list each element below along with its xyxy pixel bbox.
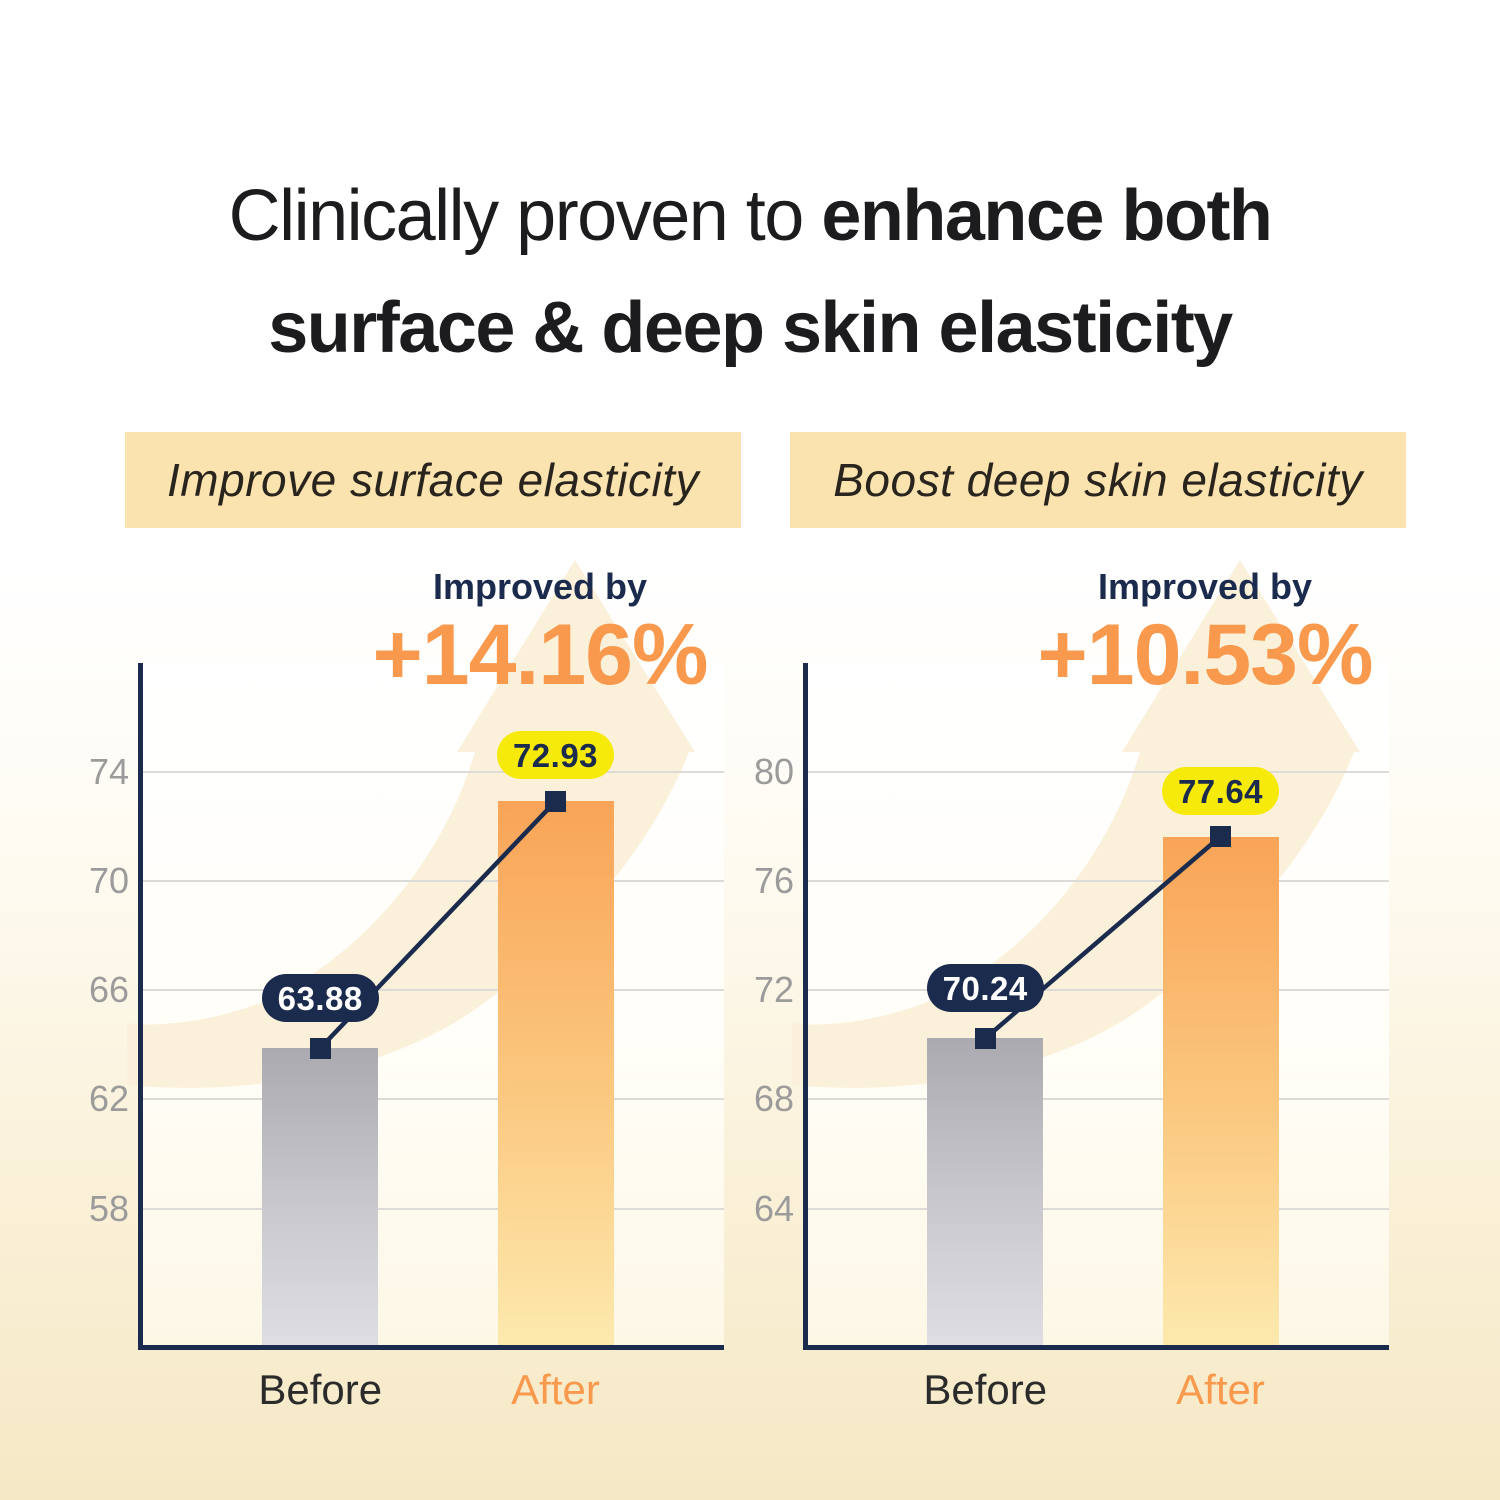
x-label-after: After <box>511 1366 600 1413</box>
chart-header-band: Boost deep skin elasticity <box>790 432 1406 528</box>
y-tick-label: 72 <box>753 969 794 1011</box>
gridline <box>808 771 1389 774</box>
value-pill-before: 63.88 <box>261 974 379 1023</box>
trend-line <box>983 834 1222 1041</box>
y-tick-label: 80 <box>753 751 794 793</box>
y-axis <box>138 663 143 1350</box>
x-axis <box>138 1345 724 1350</box>
value-pill-before: 70.24 <box>926 964 1044 1013</box>
y-tick-label: 62 <box>88 1078 129 1120</box>
improvement-callout: Improved by +10.53% <box>955 566 1455 700</box>
data-point-marker <box>974 1027 996 1049</box>
gridline <box>808 880 1389 883</box>
improvement-callout: Improved by +14.16% <box>290 566 790 700</box>
gridline <box>808 989 1389 992</box>
gridline <box>808 1207 1389 1210</box>
x-axis <box>803 1345 1389 1350</box>
y-tick-label: 76 <box>753 860 794 902</box>
improvement-label: Improved by <box>432 566 648 607</box>
chart-header-label: Improve surface elasticity <box>167 454 699 506</box>
x-label-before: Before <box>923 1366 1048 1413</box>
title-line2-text: surface & deep skin elasticity <box>268 288 1233 369</box>
gridline <box>143 880 724 883</box>
x-label-after: After <box>1176 1366 1265 1413</box>
title-regular-text: Clinically proven to <box>228 176 822 257</box>
value-pill-after: 72.93 <box>497 731 614 780</box>
gridline <box>143 771 724 774</box>
trend-line <box>318 799 558 1050</box>
bar-after <box>497 801 614 1345</box>
gridline <box>143 1207 724 1210</box>
data-point-marker <box>309 1037 331 1059</box>
chart-panel-surface-elasticity: Improve surface elasticity Improved by +… <box>85 0 745 1500</box>
y-tick-label: 58 <box>88 1187 129 1229</box>
chart-layer: 74 70 66 62 58 63.88 72.93 Before After <box>85 0 745 1500</box>
value-pill-after: 77.64 <box>1162 766 1279 815</box>
y-tick-label: 70 <box>88 860 129 902</box>
bar-before <box>927 1038 1044 1345</box>
chart-layer: 80 76 72 68 64 70.24 77.64 Before After <box>750 0 1410 1500</box>
y-tick-label: 66 <box>88 969 129 1011</box>
title-bold-text: enhance both <box>821 176 1273 257</box>
data-point-marker <box>1210 826 1231 847</box>
y-tick-label: 64 <box>753 1187 794 1229</box>
improvement-value: +14.16% <box>372 607 709 703</box>
data-point-marker <box>545 790 566 812</box>
x-label-before: Before <box>258 1366 383 1413</box>
chart-header-band: Improve surface elasticity <box>125 432 741 528</box>
gridline <box>143 989 724 992</box>
chart-panel-deep-elasticity: Boost deep skin elasticity Improved by +… <box>750 0 1410 1500</box>
gridline <box>808 1098 1389 1101</box>
bar-after <box>1162 836 1279 1345</box>
y-axis <box>803 663 808 1350</box>
gridline <box>143 1098 724 1101</box>
chart-header-label: Boost deep skin elasticity <box>833 454 1363 506</box>
bar-before <box>262 1048 379 1345</box>
improvement-label: Improved by <box>1097 566 1313 607</box>
page-title: Clinically proven to enhance both surface… <box>0 160 1500 384</box>
improvement-value: +10.53% <box>1037 607 1374 703</box>
y-tick-label: 68 <box>753 1078 794 1120</box>
y-tick-label: 74 <box>88 751 129 793</box>
